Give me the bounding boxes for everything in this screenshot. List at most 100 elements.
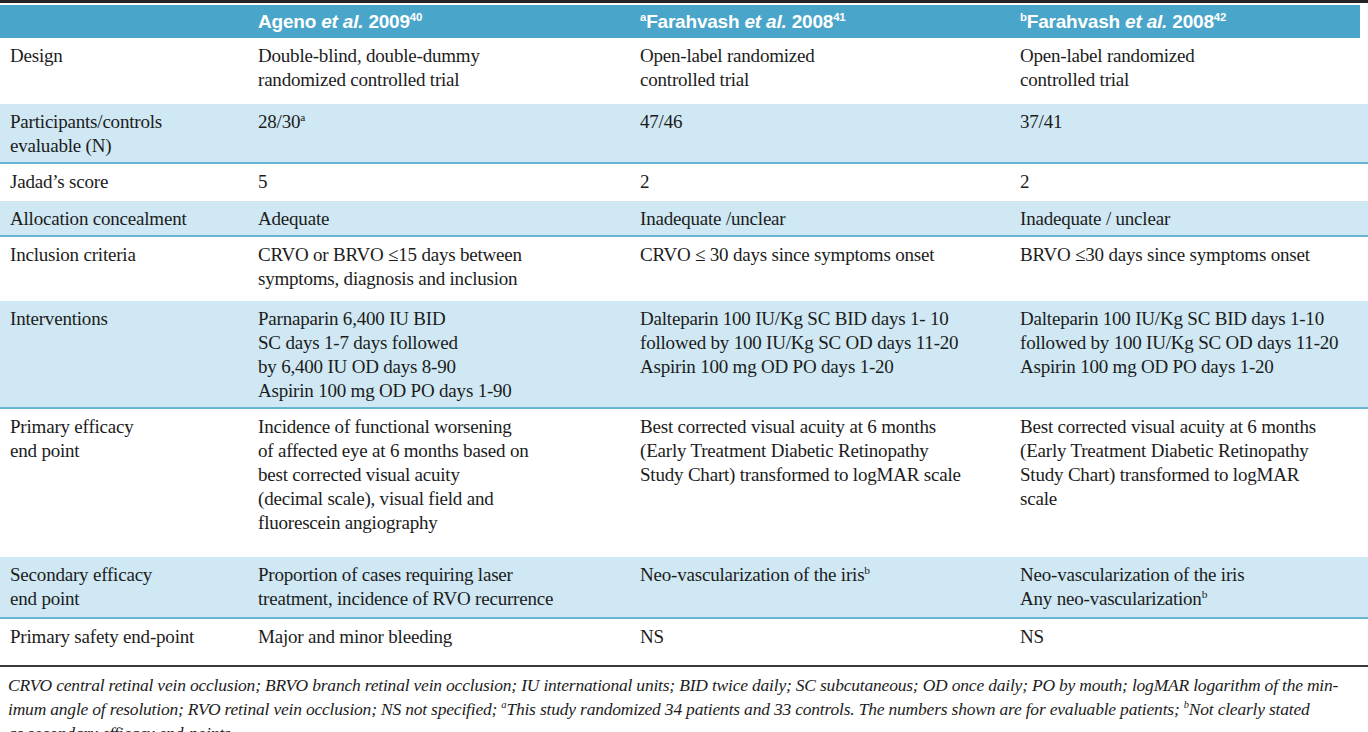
row-label: Primary safety end-point	[0, 619, 248, 653]
table-cell: BRVO ≤30 days since symptoms onset	[1010, 237, 1368, 271]
row-label: Participants/controlsevaluable (N)	[0, 104, 248, 162]
table-cell: Inadequate / unclear	[1010, 201, 1368, 235]
cell-line: Neo-vascularization of the iris	[1020, 563, 1356, 587]
cell-line: 2	[640, 170, 998, 194]
table-cell: Inadequate /unclear	[630, 201, 1010, 235]
row-label: Primary efficacyend point	[0, 409, 248, 467]
table-body: Design Double-blind, double-dummyrandomiz…	[0, 38, 1368, 663]
cell-line: evaluable (N)	[10, 134, 236, 158]
cell-line: Inadequate / unclear	[1020, 207, 1356, 231]
cell-line: (decimal scale), visual field and	[258, 487, 618, 511]
cell-line: Major and minor bleeding	[258, 625, 618, 649]
table-cell: Dalteparin 100 IU/Kg SC BID days 1-10fol…	[1010, 301, 1368, 383]
cell-line: 2	[1020, 170, 1356, 194]
header-cell-farahvash-2008-a: aFarahvash et al. 200841	[630, 11, 1010, 33]
cell-line: Inclusion criteria	[10, 243, 236, 267]
table-row: Jadad’s score522	[0, 164, 1368, 201]
cell-line: by 6,400 IU OD days 8-90	[258, 355, 618, 379]
cell-line: 37/41	[1020, 110, 1356, 134]
cell-line: 28/30a	[258, 110, 618, 134]
cell-line: Dalteparin 100 IU/Kg SC BID days 1- 10	[640, 307, 998, 331]
cell-line: SC days 1-7 days followed	[258, 331, 618, 355]
cell-line: Open-label randomized	[1020, 44, 1356, 68]
table-row: Interventions Parnaparin 6,400 IU BIDSC d…	[0, 301, 1368, 409]
cell-line: Neo-vascularization of the irisb	[640, 563, 998, 587]
row-label: Jadad’s score	[0, 164, 248, 198]
cell-line: Dalteparin 100 IU/Kg SC BID days 1-10	[1020, 307, 1356, 331]
table-cell: 37/41	[1010, 104, 1368, 138]
cell-line: Aspirin 100 mg OD PO days 1-90	[258, 379, 618, 403]
cell-line: Study Chart) transformed to logMAR	[1020, 463, 1356, 487]
cell-line: followed by 100 IU/Kg SC OD days 11-20	[640, 331, 998, 355]
cell-line: Best corrected visual acuity at 6 months	[640, 415, 998, 439]
table-cell: Open-label randomizedcontrolled trial	[630, 38, 1010, 96]
table-cell: Dalteparin 100 IU/Kg SC BID days 1- 10fo…	[630, 301, 1010, 383]
table-cell: Neo-vascularization of the irisb	[630, 557, 1010, 591]
cell-line: 47/46	[640, 110, 998, 134]
cell-line: Primary efficacy	[10, 415, 236, 439]
table-cell: 47/46	[630, 104, 1010, 138]
table-row: Primary efficacyend pointIncidence of fu…	[0, 409, 1368, 557]
footnote-line: as secondary efficacy end-points.	[8, 721, 1358, 732]
table-row: Inclusion criteria CRVO or BRVO ≤15 days …	[0, 237, 1368, 301]
cell-line: (Early Treatment Diabetic Retinopathy	[640, 439, 998, 463]
table-row: Participants/controlsevaluable (N) 28/30a…	[0, 104, 1368, 164]
table-row: Primary safety end-point Major and minor …	[0, 619, 1368, 663]
cell-line: (Early Treatment Diabetic Retinopathy	[1020, 439, 1356, 463]
cell-line: of affected eye at 6 months based on	[258, 439, 618, 463]
table-cell: 28/30a	[248, 104, 630, 138]
footnote: CRVO central retinal vein occlusion; BRV…	[0, 665, 1368, 732]
table-row: Secondary efficacyend pointProportion of…	[0, 557, 1368, 619]
cell-line: Primary safety end-point	[10, 625, 236, 649]
footnote-line: CRVO central retinal vein occlusion; BRV…	[8, 673, 1358, 697]
cell-line: controlled trial	[640, 68, 998, 92]
cell-line: fluorescein angiography	[258, 511, 618, 535]
cell-line: Best corrected visual acuity at 6 months	[1020, 415, 1356, 439]
table-cell: 2	[1010, 164, 1368, 198]
cell-line: Study Chart) transformed to logMAR scale	[640, 463, 998, 487]
cell-line: Incidence of functional worsening	[258, 415, 618, 439]
cell-line: BRVO ≤30 days since symptoms onset	[1020, 243, 1356, 267]
cell-line: Design	[10, 44, 236, 68]
cell-line: best corrected visual acuity	[258, 463, 618, 487]
cell-line: Participants/controls	[10, 110, 236, 134]
row-label: Interventions	[0, 301, 248, 335]
cell-line: Interventions	[10, 307, 236, 331]
table-cell: CRVO or BRVO ≤15 days betweensymptoms, d…	[248, 237, 630, 295]
cell-line: NS	[1020, 625, 1356, 649]
header-cell-farahvash-2008-b: bFarahvash et al. 200842	[1010, 11, 1360, 33]
table-cell: 5	[248, 164, 630, 198]
cell-line: 5	[258, 170, 618, 194]
table-cell: Best corrected visual acuity at 6 months…	[630, 409, 1010, 491]
row-label: Allocation concealment	[0, 201, 248, 235]
cell-line: Parnaparin 6,400 IU BID	[258, 307, 618, 331]
footnote-line: imum angle of resolution; RVO retinal ve…	[8, 697, 1358, 721]
cell-line: Open-label randomized	[640, 44, 998, 68]
cell-line: Aspirin 100 mg OD PO days 1-20	[640, 355, 998, 379]
cell-line: Adequate	[258, 207, 618, 231]
cell-line: Aspirin 100 mg OD PO days 1-20	[1020, 355, 1356, 379]
table-row: Allocation concealment Adequate Inadequate…	[0, 201, 1368, 237]
cell-line: NS	[640, 625, 998, 649]
table-cell: Double-blind, double-dummyrandomized con…	[248, 38, 630, 96]
row-label: Design	[0, 38, 248, 72]
top-rule	[0, 0, 1368, 3]
table-header-row: Ageno et al. 200940 aFarahvash et al. 20…	[0, 5, 1360, 38]
table-cell: Major and minor bleeding	[248, 619, 630, 653]
table-cell: Incidence of functional worseningof affe…	[248, 409, 630, 539]
cell-line: Double-blind, double-dummy	[258, 44, 618, 68]
cell-line: CRVO or BRVO ≤15 days between	[258, 243, 618, 267]
header-cell-ageno-2009: Ageno et al. 200940	[248, 11, 630, 33]
cell-line: end point	[10, 439, 236, 463]
cell-line: Inadequate /unclear	[640, 207, 998, 231]
table-row: Design Double-blind, double-dummyrandomiz…	[0, 38, 1368, 104]
cell-line: randomized controlled trial	[258, 68, 618, 92]
cell-line: symptoms, diagnosis and inclusion	[258, 267, 618, 291]
table-cell: Proportion of cases requiring lasertreat…	[248, 557, 630, 615]
table-cell: Parnaparin 6,400 IU BIDSC days 1-7 days …	[248, 301, 630, 407]
cell-line: Secondary efficacy	[10, 563, 236, 587]
table-cell: Adequate	[248, 201, 630, 235]
cell-line: Proportion of cases requiring laser	[258, 563, 618, 587]
table-cell: CRVO ≤ 30 days since symptoms onset	[630, 237, 1010, 271]
cell-line: followed by 100 IU/Kg SC OD days 11-20	[1020, 331, 1356, 355]
